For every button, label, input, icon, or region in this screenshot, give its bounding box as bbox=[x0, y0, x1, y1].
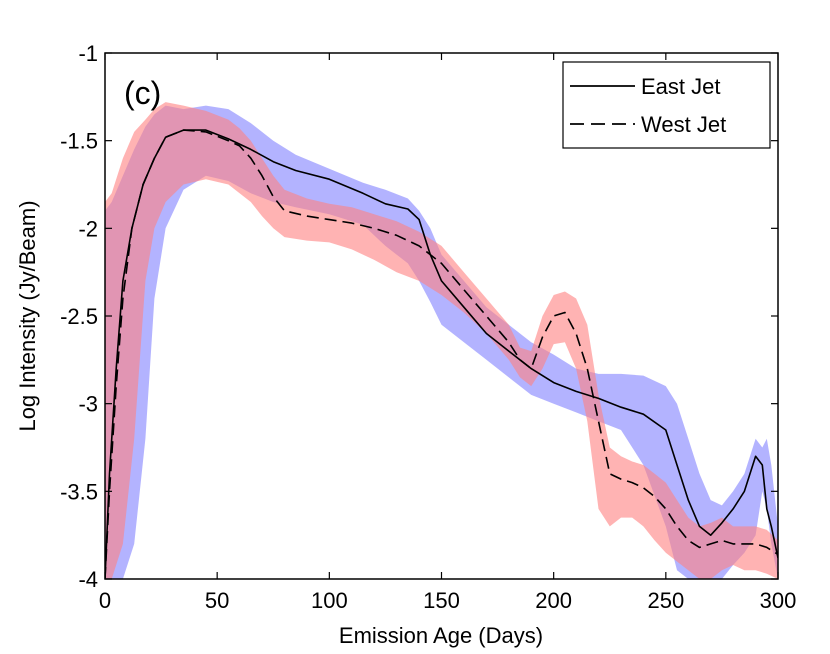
legend-east-jet-label: East Jet bbox=[641, 74, 720, 99]
x-tick-label: 250 bbox=[647, 588, 684, 613]
west-jet-line bbox=[105, 129, 778, 579]
x-tick-label: 50 bbox=[205, 588, 229, 613]
x-tick-label: 150 bbox=[423, 588, 460, 613]
legend-west-jet-label: West Jet bbox=[641, 112, 726, 137]
panel-label: (c) bbox=[124, 75, 161, 111]
y-axis-title: Log Intensity (Jy/Beam) bbox=[15, 200, 40, 431]
x-tick-label: 300 bbox=[760, 588, 797, 613]
west-jet-band bbox=[105, 102, 778, 579]
x-tick-label: 0 bbox=[99, 588, 111, 613]
uncertainty-bands bbox=[105, 102, 778, 579]
y-tick-label: -1.5 bbox=[60, 129, 98, 154]
x-tick-label: 100 bbox=[311, 588, 348, 613]
y-tick-label: -3 bbox=[78, 392, 98, 417]
y-tick-label: -2 bbox=[78, 216, 98, 241]
y-tick-label: -2.5 bbox=[60, 304, 98, 329]
y-tick-label: -1 bbox=[78, 41, 98, 66]
legend: East Jet West Jet bbox=[562, 61, 771, 149]
y-tick-label: -3.5 bbox=[60, 479, 98, 504]
legend-box bbox=[562, 61, 771, 149]
axis-ticks: 0 50 100 150 200 250 300 -4 -3.5 -3 -2.5 -2 -1.5 -1 bbox=[60, 41, 796, 613]
y-tick-label: -4 bbox=[78, 567, 98, 592]
x-axis-title: Emission Age (Days) bbox=[339, 623, 543, 648]
x-tick-label: 200 bbox=[535, 588, 572, 613]
series-lines bbox=[105, 129, 778, 579]
east-jet-line bbox=[105, 129, 778, 579]
